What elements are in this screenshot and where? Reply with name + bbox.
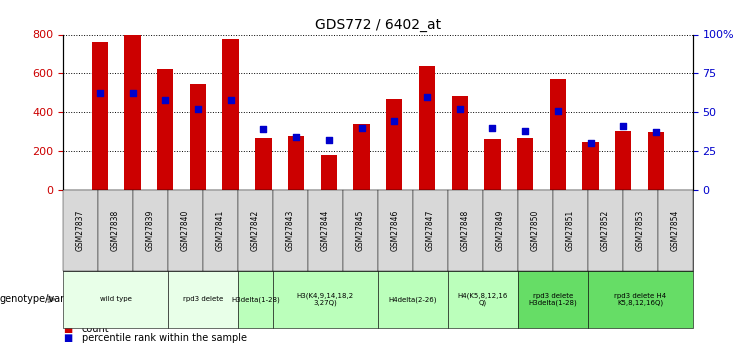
- Point: [519, 128, 531, 134]
- Text: GSM27845: GSM27845: [356, 210, 365, 251]
- Bar: [648, 132, 664, 190]
- Text: genotype/variation: genotype/variation: [0, 294, 93, 304]
- Text: GSM27842: GSM27842: [251, 210, 260, 251]
- Point: [453, 106, 465, 112]
- Text: GSM27852: GSM27852: [601, 210, 610, 251]
- Point: [388, 119, 400, 124]
- Bar: [386, 99, 402, 190]
- Text: GSM27839: GSM27839: [146, 210, 155, 251]
- Bar: [255, 138, 271, 190]
- Text: rpd3 delete
H3delta(1-28): rpd3 delete H3delta(1-28): [528, 293, 577, 306]
- Text: ■: ■: [63, 333, 72, 343]
- Point: [487, 125, 499, 130]
- Text: GSM27840: GSM27840: [181, 210, 190, 251]
- Text: GSM27843: GSM27843: [286, 210, 295, 251]
- Bar: [419, 66, 435, 190]
- Point: [650, 129, 662, 135]
- Text: GSM27837: GSM27837: [76, 210, 85, 251]
- Bar: [451, 96, 468, 190]
- Bar: [288, 136, 305, 190]
- Point: [356, 125, 368, 130]
- Text: GSM27846: GSM27846: [391, 210, 400, 251]
- Bar: [92, 42, 108, 190]
- Text: rpd3 delete H4
K5,8,12,16Q): rpd3 delete H4 K5,8,12,16Q): [614, 293, 666, 306]
- Text: GSM27851: GSM27851: [566, 210, 575, 251]
- Text: GSM27844: GSM27844: [321, 210, 330, 251]
- Text: wild type: wild type: [99, 296, 131, 302]
- Point: [617, 123, 629, 129]
- Text: GSM27849: GSM27849: [496, 210, 505, 251]
- Point: [192, 106, 204, 112]
- Text: GSM27847: GSM27847: [426, 210, 435, 251]
- Bar: [485, 139, 501, 190]
- Point: [421, 94, 433, 99]
- Text: GSM27841: GSM27841: [216, 210, 225, 251]
- Text: GSM27854: GSM27854: [671, 210, 679, 251]
- Title: GDS772 / 6402_at: GDS772 / 6402_at: [315, 18, 441, 32]
- Point: [257, 126, 269, 132]
- Text: GSM27853: GSM27853: [636, 210, 645, 251]
- Bar: [582, 142, 599, 190]
- Text: H3(K4,9,14,18,2
3,27Q): H3(K4,9,14,18,2 3,27Q): [297, 292, 354, 306]
- Point: [94, 91, 106, 96]
- Text: GSM27848: GSM27848: [461, 210, 470, 251]
- Bar: [517, 138, 534, 190]
- Text: H4delta(2-26): H4delta(2-26): [388, 296, 437, 303]
- Bar: [190, 84, 206, 190]
- Bar: [124, 34, 141, 190]
- Text: ■: ■: [63, 325, 72, 334]
- Text: rpd3 delete: rpd3 delete: [183, 296, 223, 302]
- Point: [323, 137, 335, 143]
- Bar: [222, 39, 239, 190]
- Text: percentile rank within the sample: percentile rank within the sample: [82, 333, 247, 343]
- Text: H4(K5,8,12,16
Q): H4(K5,8,12,16 Q): [458, 292, 508, 306]
- Point: [585, 140, 597, 146]
- Bar: [353, 124, 370, 190]
- Point: [225, 97, 236, 102]
- Bar: [615, 130, 631, 190]
- Point: [552, 108, 564, 113]
- Point: [290, 134, 302, 140]
- Bar: [550, 79, 566, 190]
- Text: count: count: [82, 325, 109, 334]
- Bar: [157, 69, 173, 190]
- Bar: [321, 155, 337, 190]
- Point: [127, 91, 139, 96]
- Text: GSM27838: GSM27838: [111, 210, 120, 251]
- Text: GSM27850: GSM27850: [531, 210, 540, 251]
- Point: [159, 97, 171, 102]
- Text: H3delta(1-28): H3delta(1-28): [231, 296, 280, 303]
